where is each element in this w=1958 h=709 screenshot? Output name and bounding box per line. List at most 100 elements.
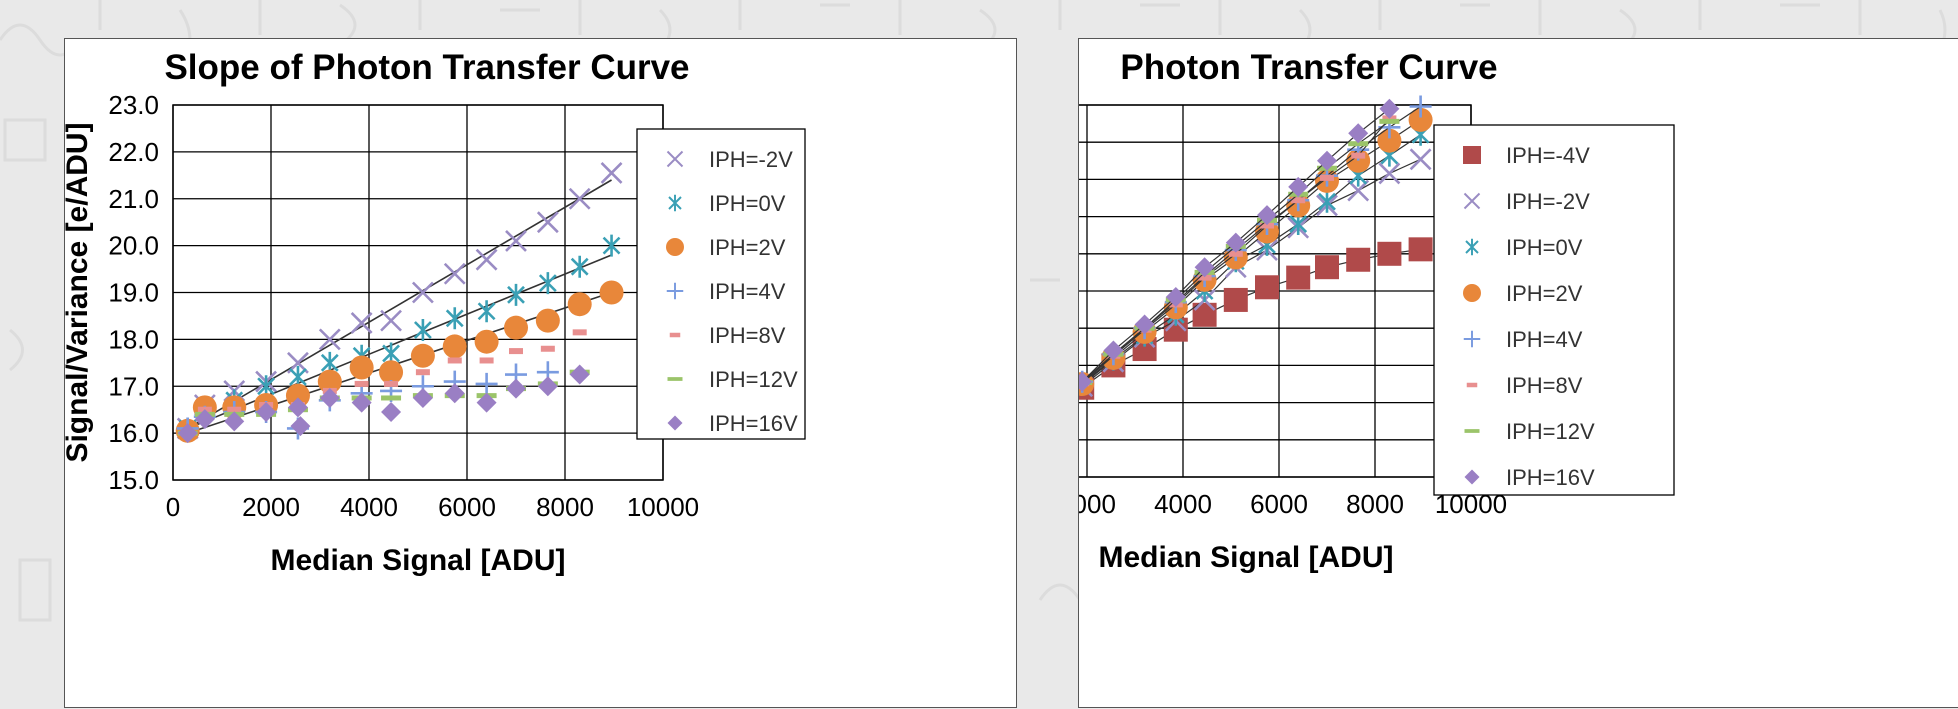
trend-line bbox=[1079, 120, 1390, 387]
legend-label: IPH=2V bbox=[1506, 281, 1583, 306]
x-tick-label: 10000 bbox=[627, 492, 699, 522]
data-point bbox=[600, 162, 623, 184]
data-point bbox=[1225, 232, 1246, 253]
legend-box bbox=[1433, 124, 1675, 496]
legend-label: IPH=-2V bbox=[1506, 189, 1590, 214]
series-0 bbox=[1079, 237, 1433, 400]
data-point bbox=[318, 328, 341, 351]
x-tick-label: 6000 bbox=[1250, 489, 1308, 519]
data-point bbox=[537, 376, 558, 397]
data-point bbox=[1379, 118, 1400, 124]
data-point bbox=[256, 402, 277, 423]
legend-label: IPH=12V bbox=[1506, 419, 1595, 444]
legend-label: IPH=4V bbox=[1506, 327, 1583, 352]
data-point bbox=[1103, 340, 1124, 361]
data-point bbox=[1223, 287, 1248, 312]
data-point bbox=[381, 402, 402, 423]
data-point bbox=[599, 280, 624, 305]
legend-marker bbox=[1463, 284, 1481, 302]
legend-label: IPH=0V bbox=[709, 191, 786, 216]
data-point bbox=[1378, 162, 1401, 185]
x-tick-label: 8000 bbox=[1346, 489, 1404, 519]
legend-label: IPH=2V bbox=[709, 235, 786, 260]
legend-label: IPH=16V bbox=[1506, 465, 1595, 490]
data-point bbox=[351, 392, 372, 413]
data-point bbox=[1346, 247, 1371, 272]
data-point bbox=[319, 387, 340, 408]
x-tick-label: 8000 bbox=[536, 492, 594, 522]
y-tick-label: 21.0 bbox=[108, 184, 159, 214]
data-point bbox=[1165, 286, 1186, 307]
x-tick-label: 6000 bbox=[438, 492, 496, 522]
legend-label: IPH=-4V bbox=[1506, 143, 1590, 168]
data-point bbox=[227, 406, 242, 413]
data-point bbox=[1255, 275, 1279, 300]
data-point bbox=[1320, 174, 1334, 181]
legend-marker bbox=[1465, 238, 1479, 256]
data-point bbox=[507, 283, 525, 306]
data-point bbox=[572, 329, 587, 336]
legend-marker bbox=[1466, 382, 1478, 388]
legend-marker bbox=[669, 332, 681, 338]
data-point bbox=[570, 255, 589, 278]
legend-marker bbox=[666, 282, 684, 300]
chart-panel-slope: Slope of Photon Transfer Curve 0 2000 4000 6… bbox=[64, 38, 1017, 708]
data-point bbox=[568, 187, 591, 210]
data-point bbox=[380, 309, 402, 332]
chart-title: Slope of Photon Transfer Curve bbox=[164, 48, 689, 87]
legend-marker bbox=[1464, 429, 1480, 433]
data-point bbox=[505, 230, 527, 252]
trend-line bbox=[187, 179, 612, 430]
x-axis-title: Median Signal [ADU] bbox=[1098, 541, 1393, 574]
data-point bbox=[509, 348, 523, 355]
data-point bbox=[538, 272, 557, 295]
x-tick-label: 2000 bbox=[242, 492, 300, 522]
data-point bbox=[1318, 190, 1336, 213]
data-point bbox=[447, 357, 462, 364]
data-point bbox=[535, 308, 560, 333]
legend-marker bbox=[1463, 192, 1481, 210]
y-tick-label: 17.0 bbox=[108, 371, 159, 401]
legend-marker bbox=[667, 415, 683, 431]
legend-label: IPH=8V bbox=[709, 323, 786, 348]
legend-marker bbox=[1464, 469, 1480, 485]
y-axis-title: Signal/Variance [e/ADU] bbox=[65, 122, 94, 462]
chart-panel-ptc: Photon Transfer Curve0200040006000800010… bbox=[1078, 38, 1958, 708]
legend-label: IPH=0V bbox=[1506, 235, 1583, 260]
data-point bbox=[411, 281, 434, 304]
y-tick-label: 20.0 bbox=[108, 231, 159, 261]
series-7 bbox=[1079, 98, 1400, 392]
data-point bbox=[443, 262, 466, 285]
data-point bbox=[442, 334, 467, 359]
data-point bbox=[194, 409, 215, 430]
data-point bbox=[1348, 123, 1369, 144]
legend-label: IPH=16V bbox=[709, 411, 798, 436]
y-tick-label: 23.0 bbox=[108, 90, 159, 120]
data-point bbox=[504, 315, 528, 340]
data-point bbox=[350, 312, 373, 334]
data-point bbox=[224, 411, 245, 432]
data-point bbox=[1348, 141, 1369, 147]
data-point bbox=[479, 357, 494, 364]
x-tick-label: 0 bbox=[166, 492, 180, 522]
data-point bbox=[290, 416, 311, 437]
legend-marker bbox=[666, 238, 684, 256]
y-tick-label: 15.0 bbox=[108, 465, 159, 495]
data-point bbox=[569, 364, 590, 385]
data-point bbox=[1194, 257, 1215, 278]
y-tick-label: 22.0 bbox=[108, 137, 159, 167]
data-point bbox=[475, 248, 498, 271]
y-tick-label: 18.0 bbox=[108, 324, 159, 354]
data-point bbox=[1317, 150, 1337, 171]
legend-marker bbox=[668, 194, 682, 212]
data-point bbox=[1351, 152, 1366, 159]
data-point bbox=[287, 397, 308, 418]
x-tick-label: 4000 bbox=[1154, 489, 1212, 519]
legend-marker bbox=[1463, 330, 1481, 348]
chart-slope-ptc: Slope of Photon Transfer Curve 0 2000 4000 6… bbox=[65, 48, 806, 577]
legend: IPH=-2V IPH=0V IPH=2V IPH=4V IPH=8V IPH=12V IP… bbox=[636, 128, 806, 440]
x-axis-title: Median Signal [ADU] bbox=[270, 544, 565, 577]
data-point bbox=[1379, 98, 1400, 119]
data-point bbox=[506, 378, 526, 399]
series-6 bbox=[177, 364, 590, 444]
